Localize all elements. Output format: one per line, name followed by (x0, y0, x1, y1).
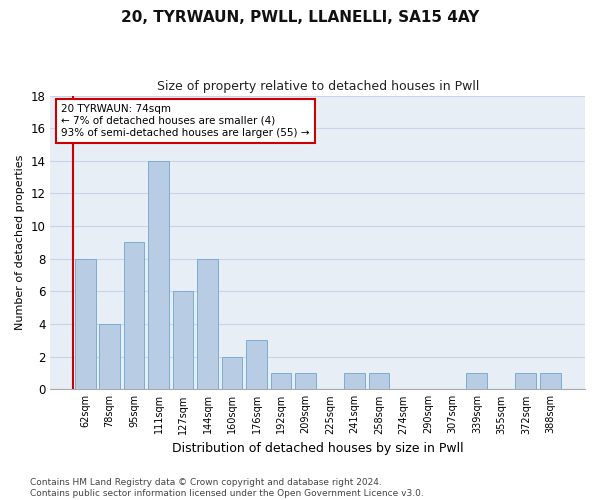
Bar (246, 340, 267, 390)
Bar (466, 373, 487, 390)
Bar (540, 373, 561, 390)
X-axis label: Distribution of detached houses by size in Pwll: Distribution of detached houses by size … (172, 442, 464, 455)
Title: Size of property relative to detached houses in Pwll: Size of property relative to detached ho… (157, 80, 479, 93)
Bar (368, 373, 389, 390)
Bar (124, 242, 145, 390)
Bar (99, 324, 120, 390)
Bar (295, 373, 316, 390)
Y-axis label: Number of detached properties: Number of detached properties (15, 154, 25, 330)
Bar (148, 161, 169, 390)
Text: Contains HM Land Registry data © Crown copyright and database right 2024.
Contai: Contains HM Land Registry data © Crown c… (30, 478, 424, 498)
Text: 20 TYRWAUN: 74sqm
← 7% of detached houses are smaller (4)
93% of semi-detached h: 20 TYRWAUN: 74sqm ← 7% of detached house… (61, 104, 310, 138)
Bar (221, 356, 242, 390)
Bar (75, 259, 95, 390)
Bar (271, 373, 292, 390)
Bar (515, 373, 536, 390)
Bar (173, 292, 193, 390)
Text: 20, TYRWAUN, PWLL, LLANELLI, SA15 4AY: 20, TYRWAUN, PWLL, LLANELLI, SA15 4AY (121, 10, 479, 25)
Bar (197, 259, 218, 390)
Bar (344, 373, 365, 390)
